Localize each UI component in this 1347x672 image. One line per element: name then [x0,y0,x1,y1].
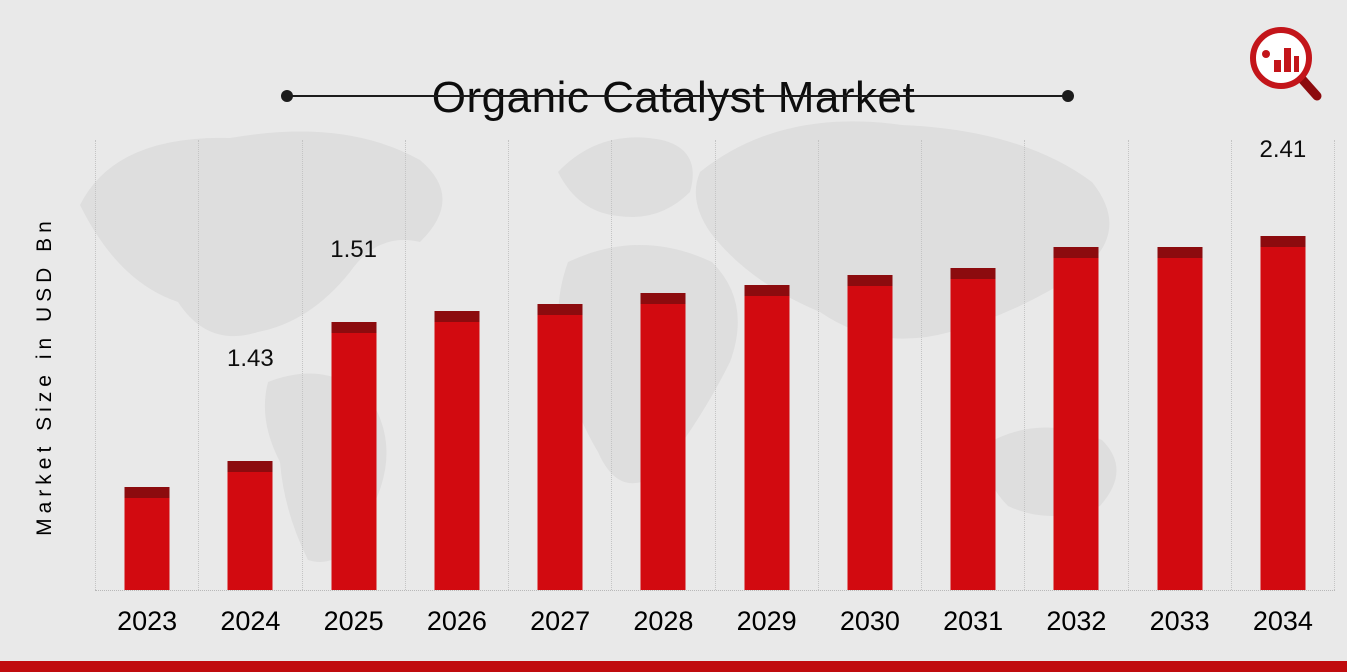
x-axis-label-2027: 2027 [530,606,591,636]
chart-column-2030: 2030 [817,140,921,636]
logo-bar-tall [1284,48,1291,72]
bar-cap-2027 [537,304,583,315]
bar-2027 [537,304,583,590]
bar-2026 [434,311,480,590]
bottom-red-strip [0,661,1347,672]
bar-cap-2034 [1260,236,1306,247]
chart-column-2031: 2031 [921,140,1024,636]
x-axis-label-2023: 2023 [117,606,178,636]
chart-column-2026: 2026 [404,140,508,636]
chart-title: Organic Catalyst Market [431,73,916,123]
bar-2024 [227,461,273,590]
chart-column-2033: 2033 [1127,140,1231,636]
chart-column-2024: 1.43 2024 [198,140,301,636]
chart-column-2029: 2029 [714,140,818,636]
underline-dot-right [1062,90,1074,102]
data-label-2024: 1.43 [227,345,274,372]
bar-cap-2025 [331,322,377,333]
data-label-2025: 1.51 [330,236,377,263]
chart-column-2032: 2032 [1024,140,1127,636]
bar-cap-2031 [950,268,996,279]
x-axis-label-2033: 2033 [1149,606,1210,636]
chart-column-2027: 2027 [508,140,611,636]
x-axis-label-2029: 2029 [736,606,797,636]
brand-logo [1250,27,1322,101]
x-axis-label-2024: 2024 [220,606,281,636]
title-underline [281,90,1074,102]
bar-2023 [124,487,170,590]
x-axis-label-2028: 2028 [633,606,694,636]
magnifier-icon [1250,27,1322,101]
logo-bar-medium [1294,56,1299,72]
x-axis-label-2025: 2025 [323,606,384,636]
chart-column-2025: 1.51 2025 [301,140,405,636]
x-axis-label-2026: 2026 [426,606,487,636]
bar-cap-2028 [640,293,686,304]
bar-2030 [847,275,893,590]
bar-cap-2033 [1157,247,1203,258]
bar-cap-2030 [847,275,893,286]
x-axis-label-2030: 2030 [839,606,900,636]
chart-column-2028: 2028 [611,140,714,636]
x-axis-label-2032: 2032 [1046,606,1107,636]
bar-cap-2032 [1053,247,1099,258]
y-axis-label: Market Size in USD Bn [33,216,56,536]
bar-2033 [1157,247,1203,590]
bar-2029 [744,285,790,590]
chart-column-2023: 2023 [95,140,198,636]
x-axis-label-2031: 2031 [943,606,1004,636]
logo-dot [1262,50,1270,58]
bar-cap-2026 [434,311,480,322]
chart-column-2034: 2.41 2034 [1230,136,1335,636]
bar-2032 [1053,247,1099,590]
logo-bar-small [1274,60,1281,72]
bar-2034 [1260,236,1306,590]
bar-cap-2023 [124,487,170,498]
bar-2025 [331,322,377,590]
bar-2031 [950,268,996,590]
underline-dot-left [281,90,293,102]
data-label-2034: 2.41 [1259,136,1307,163]
bar-cap-2029 [744,285,790,296]
bar-chart: 2023 1.43 2024 1.51 2025 2026 2027 2028 2029 2030… [95,136,1335,636]
x-axis-label-2034: 2034 [1252,606,1313,636]
bar-2028 [640,293,686,590]
bar-cap-2024 [227,461,273,472]
